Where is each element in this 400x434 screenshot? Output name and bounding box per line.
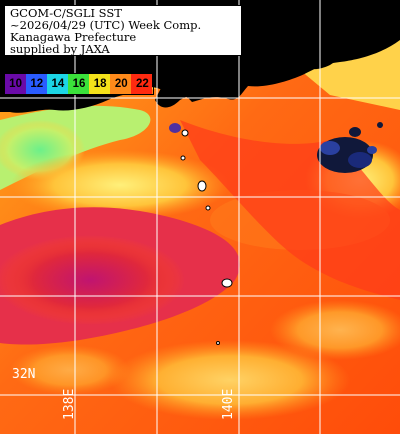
warm-yellow-patch	[10, 150, 230, 220]
island-toshima	[180, 155, 186, 161]
title-box: GCOM-C/SGLI SST ~2026/04/29 (UTC) Week C…	[4, 5, 242, 56]
scale-tick-22: 22	[136, 78, 149, 90]
cloud-mask	[169, 122, 383, 173]
scale-tick-12: 12	[30, 78, 44, 90]
lat-label-32n: 32N	[12, 367, 36, 382]
scale-tick-10: 10	[9, 78, 22, 90]
kuroshio-magenta	[0, 235, 185, 325]
colorbar-gradient	[5, 74, 152, 94]
title-line-3: Kanagawa Prefecture	[10, 30, 137, 44]
title-line-2: ~2026/04/29 (UTC) Week Comp.	[10, 18, 202, 32]
lon-label-138e: 138E	[62, 388, 77, 420]
color-scale: 10 12 14 16 18 20 22	[4, 73, 154, 95]
title-line-1: GCOM-C/SGLI SST	[10, 6, 122, 20]
island-hachijo	[221, 278, 233, 288]
island-aogashima	[216, 341, 220, 345]
scale-tick-14: 14	[51, 78, 65, 90]
title-line-4: supplied by JAXA	[10, 42, 110, 56]
scale-tick-16: 16	[72, 78, 86, 90]
yellow-swirl-sw	[10, 345, 130, 395]
yellow-swirl-se	[270, 300, 400, 360]
island-mikura	[205, 205, 211, 211]
boso-peninsula	[300, 25, 375, 70]
yellow-swirl-south	[110, 340, 350, 420]
scale-tick-18: 18	[93, 78, 107, 90]
island-miyake	[197, 180, 207, 192]
scale-tick-20: 20	[114, 78, 128, 90]
izu-peninsula	[155, 60, 262, 108]
lon-label-140e: 140E	[221, 388, 236, 420]
island-oshima	[181, 129, 189, 137]
